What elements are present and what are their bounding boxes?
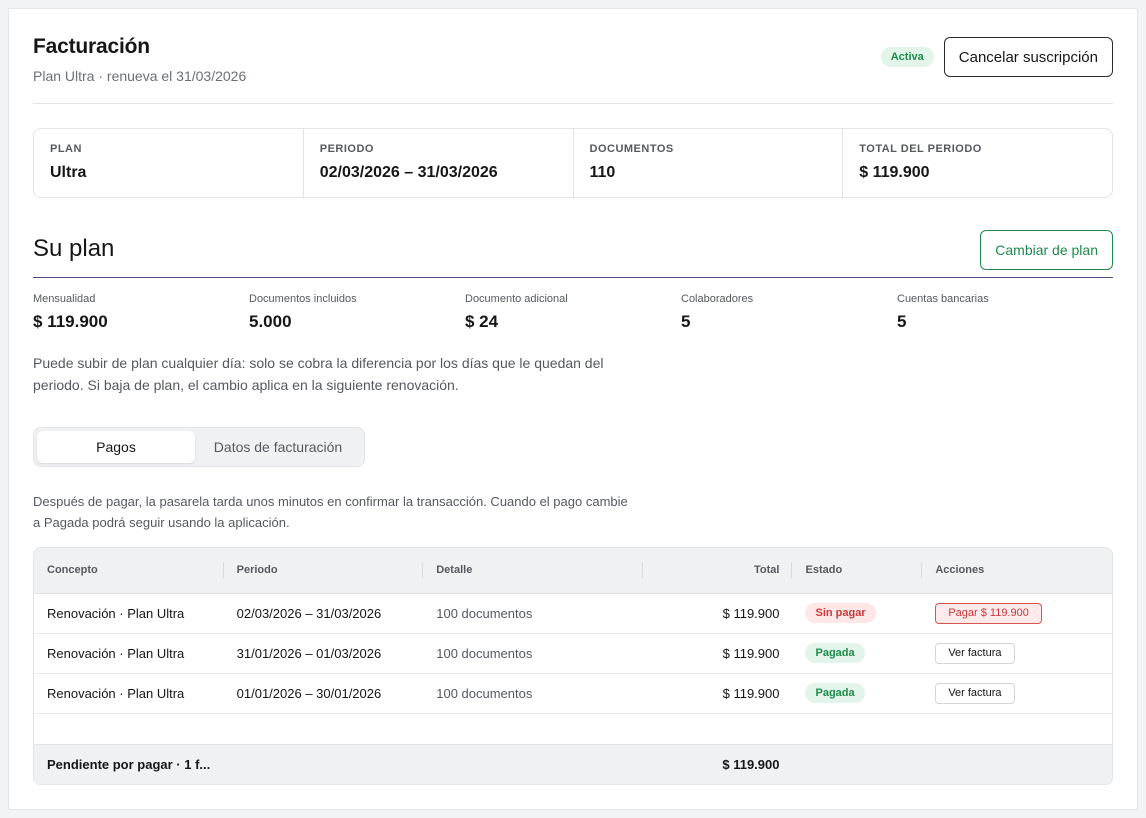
column-header-detail: Detalle xyxy=(423,548,643,593)
tab-payments[interactable]: Pagos xyxy=(37,431,195,463)
status-badge-unpaid: Sin pagar xyxy=(805,603,876,623)
summary-label: PLAN xyxy=(50,143,82,155)
cell-actions: Ver factura xyxy=(922,673,1112,713)
view-invoice-button[interactable]: Ver factura xyxy=(935,642,1015,664)
column-header-total: Total xyxy=(643,548,793,593)
pending-total: $ 119.900 xyxy=(722,757,780,773)
metric-label: Cuentas bancarias xyxy=(897,293,989,305)
cell-concept: Renovación · Plan Ultra xyxy=(47,685,185,701)
cell-total: $ 119.900 xyxy=(722,685,780,701)
summary-plan: PLAN Ultra xyxy=(34,129,304,197)
summary-documents: DOCUMENTOS 110 xyxy=(574,129,844,197)
metric-value: 5 xyxy=(681,312,691,331)
cell-total: $ 119.900 xyxy=(722,645,780,661)
summary-label: TOTAL DEL PERIODO xyxy=(859,143,982,155)
billing-tabs: Pagos Datos de facturación xyxy=(33,427,365,467)
cell-total: $ 119.900 xyxy=(722,605,780,621)
cell-detail: 100 documentos xyxy=(436,645,533,661)
table-row: Renovación · Plan Ultra 02/03/2026 – 31/… xyxy=(34,593,1112,633)
table-header-row: Concepto Periodo Detalle Total Estado Ac… xyxy=(34,548,1112,593)
cell-detail: 100 documentos xyxy=(436,605,533,621)
cell-status: Pagada xyxy=(792,673,922,713)
payments-table: Concepto Periodo Detalle Total Estado Ac… xyxy=(33,547,1113,785)
cancel-subscription-button[interactable]: Cancelar suscripción xyxy=(943,37,1113,77)
column-header-period: Periodo xyxy=(224,548,424,593)
view-invoice-button[interactable]: Ver factura xyxy=(935,682,1015,704)
table-row: Renovación · Plan Ultra 01/01/2026 – 30/… xyxy=(34,673,1112,713)
header-actions: Activa Cancelar suscripción xyxy=(880,37,1113,77)
metric-additional-document: Documento adicional $ 24 xyxy=(465,293,681,332)
page-title: Facturación xyxy=(33,35,150,58)
metric-label: Documento adicional xyxy=(465,293,568,305)
cell-status: Sin pagar xyxy=(792,593,922,633)
cell-concept: Renovación · Plan Ultra xyxy=(47,605,185,621)
plan-metrics: Mensualidad $ 119.900 Documentos incluid… xyxy=(33,293,1113,332)
cell-actions: Ver factura xyxy=(922,633,1112,673)
status-badge-paid: Pagada xyxy=(805,643,865,663)
cell-status: Pagada xyxy=(792,633,922,673)
metric-monthly-fee: Mensualidad $ 119.900 xyxy=(33,293,249,332)
plan-section-heading: Su plan xyxy=(33,235,115,262)
summary-value: 02/03/2026 – 31/03/2026 xyxy=(319,164,498,181)
column-header-concept: Concepto xyxy=(34,548,224,593)
status-badge: Activa xyxy=(880,47,934,67)
summary-label: DOCUMENTOS xyxy=(589,143,674,155)
billing-header: Facturación Plan Ultra · renueva el 31/0… xyxy=(33,35,1113,105)
cell-actions: Pagar $ 119.900 xyxy=(922,593,1112,633)
cell-period: 31/01/2026 – 01/03/2026 xyxy=(236,645,382,661)
billing-summary: PLAN Ultra PERIODO 02/03/2026 – 31/03/20… xyxy=(33,128,1113,198)
cell-concept: Renovación · Plan Ultra xyxy=(47,645,185,661)
status-badge-paid: Pagada xyxy=(805,683,865,703)
pay-button[interactable]: Pagar $ 119.900 xyxy=(935,602,1042,624)
plan-renewal-subtitle: Plan Ultra · renueva el 31/03/2026 xyxy=(33,68,247,84)
pending-label: Pendiente por pagar · 1 f... xyxy=(47,757,211,773)
summary-period: PERIODO 02/03/2026 – 31/03/2026 xyxy=(304,129,574,197)
table-row: Renovación · Plan Ultra 31/01/2026 – 01/… xyxy=(34,633,1112,673)
metric-bank-accounts: Cuentas bancarias 5 xyxy=(897,293,1113,332)
billing-card: Facturación Plan Ultra · renueva el 31/0… xyxy=(8,8,1138,810)
summary-value: 110 xyxy=(589,164,616,181)
plan-section-rule xyxy=(33,277,1113,278)
metric-value: $ 24 xyxy=(465,312,499,331)
cell-period: 02/03/2026 – 31/03/2026 xyxy=(236,605,382,621)
tab-billing-data[interactable]: Datos de facturación xyxy=(213,439,343,455)
metric-included-documents: Documentos incluidos 5.000 xyxy=(249,293,465,332)
metric-label: Colaboradores xyxy=(681,293,754,305)
summary-value: $ 119.900 xyxy=(859,164,930,181)
table-footer-row: Pendiente por pagar · 1 f... $ 119.900 xyxy=(34,744,1112,784)
header-divider xyxy=(33,103,1113,104)
metric-label: Documentos incluidos xyxy=(249,293,357,305)
metric-label: Mensualidad xyxy=(33,293,96,305)
metric-value: $ 119.900 xyxy=(33,312,108,331)
summary-total: TOTAL DEL PERIODO $ 119.900 xyxy=(843,129,1112,197)
plan-change-note: Puede subir de plan cualquier día: solo … xyxy=(33,355,604,393)
column-header-actions: Acciones xyxy=(935,564,985,577)
change-plan-button[interactable]: Cambiar de plan xyxy=(980,230,1113,270)
summary-label: PERIODO xyxy=(319,143,374,155)
metric-collaborators: Colaboradores 5 xyxy=(681,293,897,332)
metric-value: 5.000 xyxy=(249,312,292,331)
cell-detail: 100 documentos xyxy=(436,685,533,701)
cell-period: 01/01/2026 – 30/01/2026 xyxy=(236,685,382,701)
column-header-status: Estado xyxy=(792,548,923,593)
payment-confirmation-note: Después de pagar, la pasarela tarda unos… xyxy=(33,494,628,530)
summary-value: Ultra xyxy=(50,164,87,181)
table-empty-row xyxy=(34,713,1112,744)
metric-value: 5 xyxy=(897,312,907,331)
